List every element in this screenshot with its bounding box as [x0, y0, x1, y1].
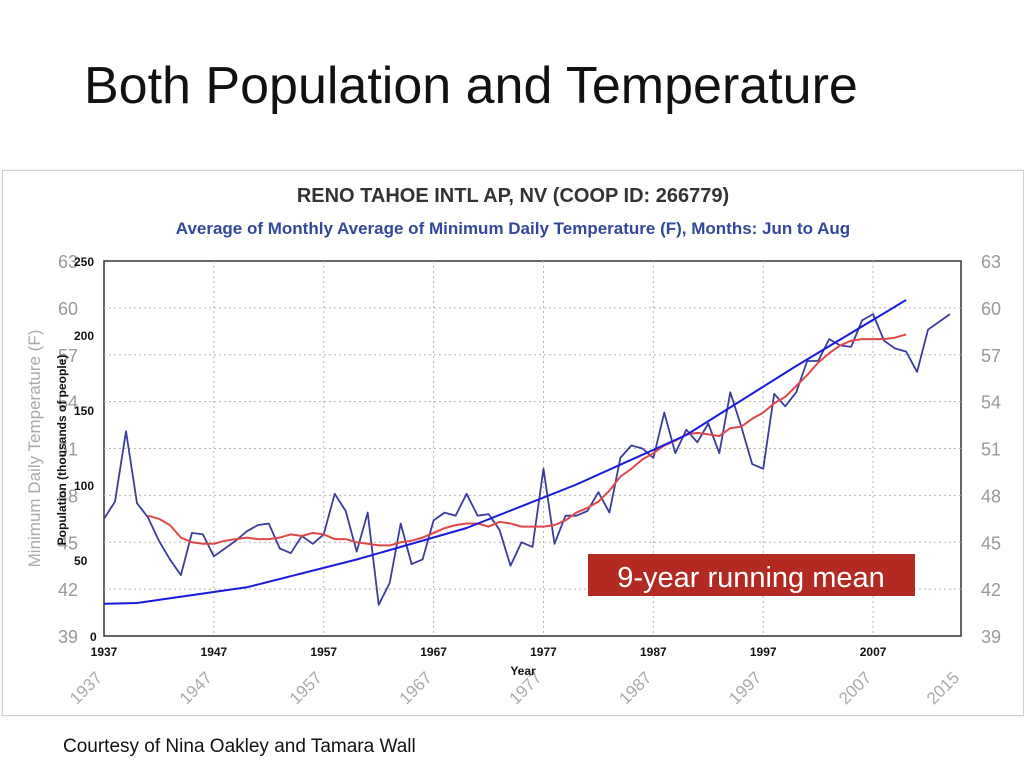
year-tick-label: 1957	[310, 645, 337, 659]
temp-tick-label-right: 42	[981, 580, 1001, 600]
chart-subtitle: Average of Monthly Average of Minimum Da…	[175, 219, 851, 238]
temp-tick-label-right: 60	[981, 299, 1001, 319]
chart-title: RENO TAHOE INTL AP, NV (COOP ID: 266779)	[296, 185, 730, 207]
year-tick-label: 1937	[91, 645, 118, 659]
running-mean-line	[147, 333, 907, 547]
temp-axis-label: Minimum Daily Temperature (F)	[25, 330, 44, 568]
population-tick-label: 150	[74, 404, 94, 418]
population-tick-label: 50	[74, 554, 88, 568]
year-tick-label: 1947	[201, 645, 228, 659]
year-rotated-label: 1957	[286, 668, 326, 708]
temp-tick-label-left: 48	[58, 486, 78, 506]
temp-tick-label-right: 48	[981, 486, 1001, 506]
population-axis-label: Population (thousands of people)	[55, 355, 69, 546]
temp-tick-label-right: 45	[981, 533, 1001, 553]
year-tick-label: 1997	[750, 645, 777, 659]
temperature-line	[103, 313, 951, 606]
year-tick-label: 2007	[860, 645, 887, 659]
year-tick-label: 1987	[640, 645, 667, 659]
year-rotated-label: 2015	[923, 668, 963, 708]
year-tick-label: 1977	[530, 645, 557, 659]
year-axis-label: Year	[510, 664, 536, 678]
year-tick-label: 1967	[420, 645, 447, 659]
temp-tick-label-right: 39	[981, 627, 1001, 647]
year-rotated-label: 1937	[66, 668, 106, 708]
slide-title: Both Population and Temperature	[84, 57, 858, 115]
population-tick-label: 200	[74, 329, 94, 343]
population-tick-label: 100	[74, 479, 94, 493]
population-tick-label: 250	[74, 255, 94, 269]
temp-tick-label-left: 45	[58, 533, 78, 553]
year-rotated-label: 1967	[396, 668, 436, 708]
year-rotated-label: 1997	[725, 668, 765, 708]
running-mean-annotation: 9-year running mean	[617, 562, 885, 594]
temp-tick-label-left: 42	[58, 580, 78, 600]
temp-tick-label-right: 54	[981, 393, 1001, 413]
running-mean-annotation-box	[588, 554, 915, 596]
temp-tick-label-left: 39	[58, 627, 78, 647]
temp-tick-label-left: 60	[58, 299, 78, 319]
temp-tick-label-right: 57	[981, 346, 1001, 366]
temp-tick-label-right: 51	[981, 440, 1001, 460]
temp-tick-label-left: 63	[58, 252, 78, 272]
population-tick-label: 0	[90, 630, 97, 644]
temp-tick-label-left: 51	[58, 440, 78, 460]
temp-tick-label-left: 57	[58, 346, 78, 366]
year-rotated-label: 2007	[835, 668, 875, 708]
population-line	[103, 299, 907, 605]
credit-text: Courtesy of Nina Oakley and Tamara Wall	[63, 736, 416, 757]
year-rotated-label: 1947	[176, 668, 216, 708]
temp-tick-label-right: 63	[981, 252, 1001, 272]
year-rotated-label: 1987	[615, 668, 655, 708]
temp-tick-label-left: 54	[58, 393, 78, 413]
